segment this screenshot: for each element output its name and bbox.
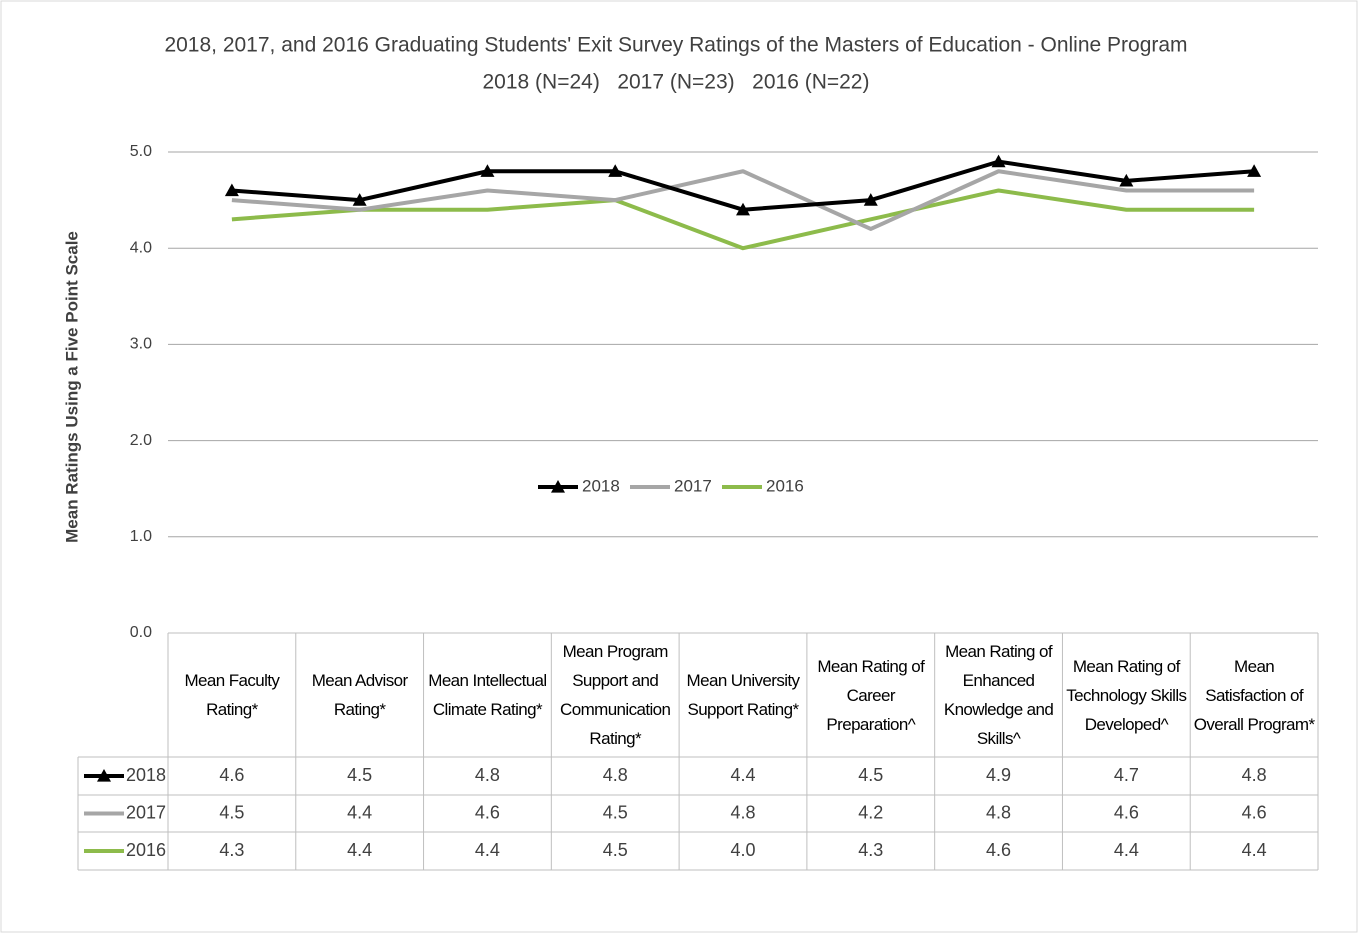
table-value: 4.2 [858,802,883,822]
marker [352,193,367,206]
marker [736,202,750,216]
table-value: 4.8 [475,765,500,785]
table-value: 4.8 [1242,765,1267,785]
category-label: Mean Faculty Rating* [184,671,280,719]
table-value: 4.8 [603,765,628,785]
table-series-name: 2018 [126,765,166,785]
legend-label: 2017 [674,476,712,495]
table-value: 4.6 [219,765,244,785]
table-series-name: 2017 [126,802,166,822]
table-value: 4.3 [858,840,883,860]
y-tick-label: 4.0 [130,239,152,256]
category-label: Mean Intellectual Climate Rating* [428,671,547,719]
table-value: 4.5 [219,802,244,822]
table-value: 4.8 [986,802,1011,822]
y-tick-label: 3.0 [130,336,152,353]
table-value: 4.5 [603,802,628,822]
table-value: 4.5 [603,840,628,860]
marker [1247,164,1262,177]
category-label: Mean Advisor Rating* [311,671,408,719]
table-value: 4.7 [1114,765,1139,785]
table-legend-marker [97,769,111,782]
table-value: 4.5 [347,765,372,785]
category-label: Mean University Support Rating* [686,671,800,719]
table-value: 4.6 [475,802,500,822]
table-value: 4.5 [858,765,883,785]
table-value: 4.4 [347,802,372,822]
table-value: 4.0 [730,840,755,860]
series-line [231,188,1255,251]
table-value: 4.3 [219,840,244,860]
table-value: 4.6 [986,840,1011,860]
category-label: Mean Rating of Career Preparation^ [817,656,925,734]
marker [991,154,1006,168]
table-value: 4.8 [730,802,755,822]
table-value: 4.4 [475,840,500,860]
category-label: Mean Satisfaction of Overall Program* [1193,656,1315,734]
y-axis-label: Mean Ratings Using a Five Point Scale [62,231,81,543]
category-label: Mean Rating of Enhanced Knowledge and Sk… [943,642,1054,748]
marker [1119,173,1134,187]
marker [608,164,623,177]
series-line [231,169,1255,231]
category-label: Mean Program Support and Communication R… [560,642,671,748]
table-value: 4.6 [1242,802,1267,822]
table-value: 4.6 [1114,802,1139,822]
marker [224,183,239,197]
table-value: 4.9 [986,765,1011,785]
y-tick-label: 5.0 [130,143,152,160]
legend-label: 2018 [582,476,620,495]
legend-marker [551,480,565,493]
y-tick-label: 2.0 [130,432,152,449]
marker [480,164,495,177]
legend-label: 2016 [766,476,804,495]
table-value: 4.4 [1242,840,1267,860]
y-tick-label: 0.0 [130,624,152,641]
marker [863,193,878,206]
chart-title: 2018, 2017, and 2016 Graduating Students… [164,34,1187,57]
table-series-name: 2016 [126,840,166,860]
table-value: 4.4 [347,840,372,860]
table-value: 4.4 [1114,840,1139,860]
chart-subtitle: 2018 (N=24) 2017 (N=23) 2016 (N=22) [483,71,870,94]
y-tick-label: 1.0 [130,528,152,545]
table-value: 4.4 [730,765,755,785]
category-label: Mean Rating of Technology Skills Develop… [1066,656,1187,734]
